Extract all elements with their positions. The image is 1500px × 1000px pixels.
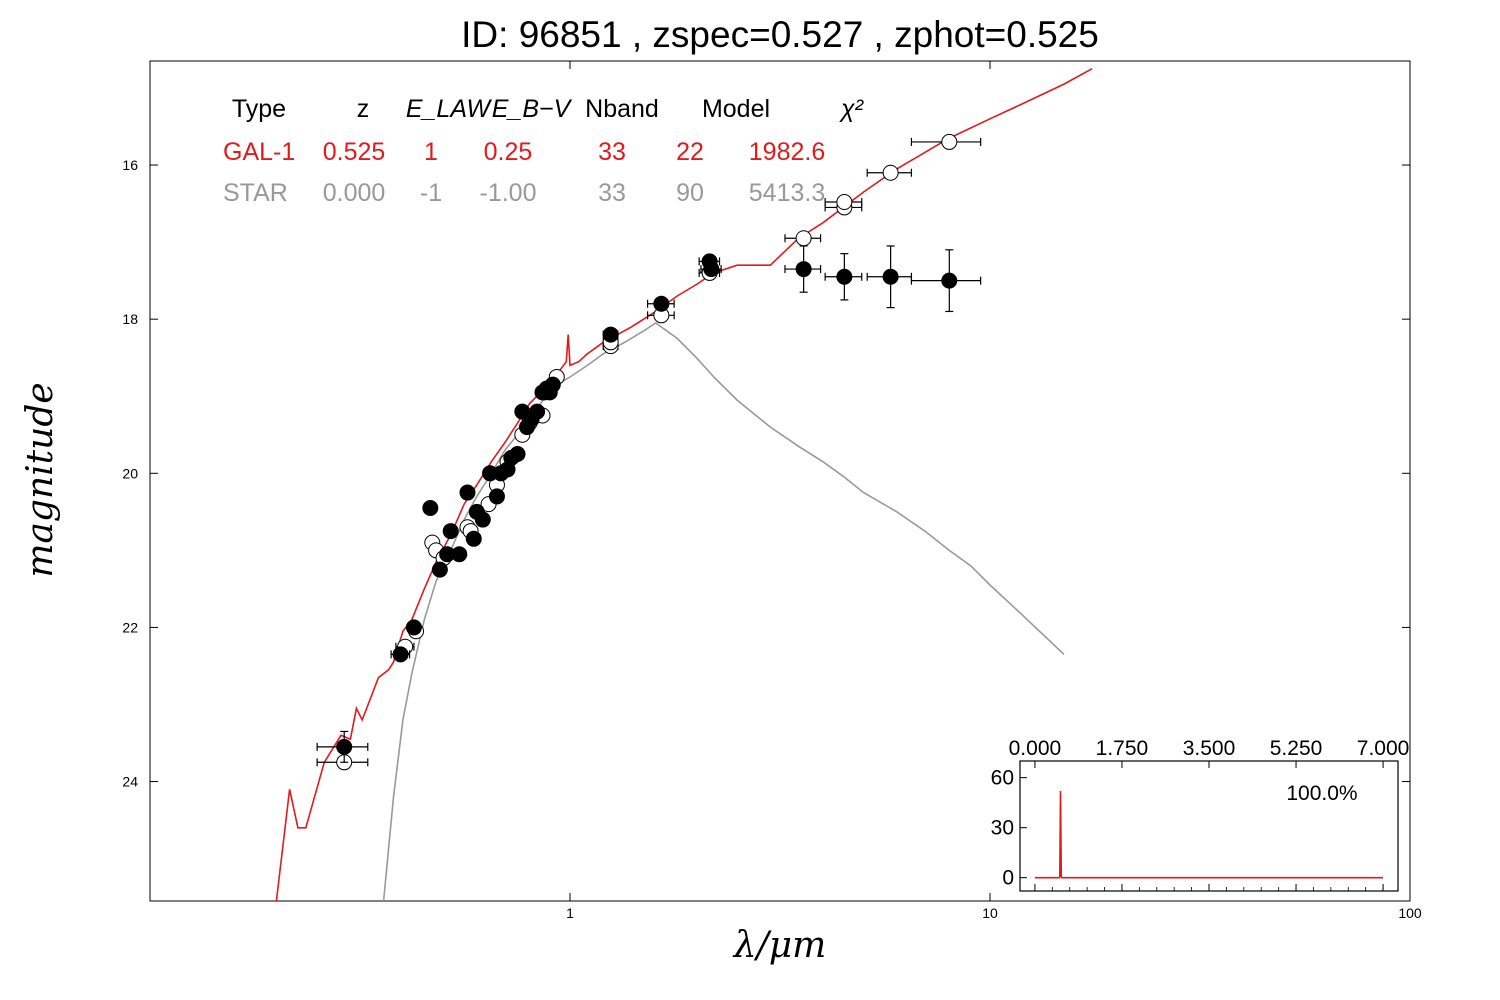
observed-point — [405, 619, 422, 636]
star-row-cell: 33 — [598, 179, 626, 207]
inset-x-tick-label: 1.750 — [1096, 737, 1149, 760]
star-row-cell: 0.000 — [323, 179, 386, 207]
observed-point — [431, 561, 448, 578]
x-tick-label: 1 — [566, 905, 574, 921]
observed-point — [465, 530, 482, 547]
inset-x-tick-label: 5.250 — [1270, 737, 1323, 760]
y-tick-label: 20 — [122, 465, 138, 481]
gal-row-cell: 1982.6 — [749, 138, 825, 166]
pdz-curve — [1034, 790, 1384, 879]
header-nband: Nband — [585, 95, 659, 123]
plot-title: ID: 96851 , zspec=0.527 , zphot=0.525 — [461, 14, 1099, 55]
gal-row-cell: 0.25 — [484, 138, 533, 166]
gal-row-cell: 1 — [424, 138, 438, 166]
observed-point — [529, 403, 546, 420]
y-tick-label: 24 — [122, 774, 138, 790]
model-point — [795, 230, 812, 247]
star-row-cell: -1 — [420, 179, 442, 207]
observed-point — [474, 511, 491, 528]
observed-point — [509, 446, 526, 463]
observed-point — [488, 488, 505, 505]
header-ebv: E_B−V — [492, 95, 573, 123]
y-tick-label: 16 — [122, 157, 138, 173]
observed-point — [451, 546, 468, 563]
model-point — [836, 194, 853, 211]
observed-point — [703, 261, 720, 278]
model-point — [941, 133, 958, 150]
y-tick-label: 18 — [122, 311, 138, 327]
header-elaw: E_LAW — [406, 95, 493, 123]
observed-point — [544, 376, 561, 393]
observed-point — [882, 268, 899, 285]
header-chi2: χ² — [839, 95, 865, 123]
observed-point — [442, 523, 459, 540]
star-row-cell: 5413.3 — [749, 179, 825, 207]
inset-frame — [1019, 760, 1399, 892]
observed-point — [941, 272, 958, 289]
inset-y-tick-label: 30 — [991, 817, 1014, 840]
gal-row-cell: 33 — [598, 138, 626, 166]
model-point — [882, 164, 899, 181]
inset-y-tick-label: 0 — [1002, 867, 1014, 890]
inset-y-tick-label: 60 — [991, 767, 1014, 790]
x-tick-label: 100 — [1398, 905, 1422, 921]
observed-point — [602, 326, 619, 343]
gal-row-cell: 22 — [676, 138, 704, 166]
star-row-cell: 90 — [676, 179, 704, 207]
observed-point — [392, 646, 409, 663]
inset-chart: 0.000 1.750 3.500 5.250 7.000 0 30 60 — [991, 737, 1410, 891]
header-z: z — [357, 95, 370, 123]
inset-annotation: 100.0% — [1286, 782, 1357, 805]
header-type: Type — [232, 95, 286, 123]
fit-table: Type z E_LAW E_B−V Nband Model χ² GAL-1 0.525 1 0.… — [223, 95, 865, 207]
x-axis-title: λ/μm — [732, 925, 826, 966]
observed-point — [795, 261, 812, 278]
inset-x-tick-label: 0.000 — [1009, 737, 1062, 760]
y-tick-label: 22 — [122, 619, 138, 635]
header-model: Model — [702, 95, 770, 123]
observed-point — [653, 295, 670, 312]
inset-x-tick-label: 3.500 — [1183, 737, 1236, 760]
observed-point — [336, 738, 353, 755]
observed-point — [836, 268, 853, 285]
observed-point — [459, 484, 476, 501]
star-row-cell: STAR — [223, 179, 288, 207]
inset-x-tick-label: 7.000 — [1357, 737, 1410, 760]
x-tick-label: 10 — [982, 905, 998, 921]
gal-row-cell: 0.525 — [323, 138, 386, 166]
gal-row-cell: GAL-1 — [223, 138, 295, 166]
y-axis-title: magnitude — [20, 382, 61, 577]
observed-point — [422, 499, 439, 516]
star-row-cell: -1.00 — [480, 179, 537, 207]
